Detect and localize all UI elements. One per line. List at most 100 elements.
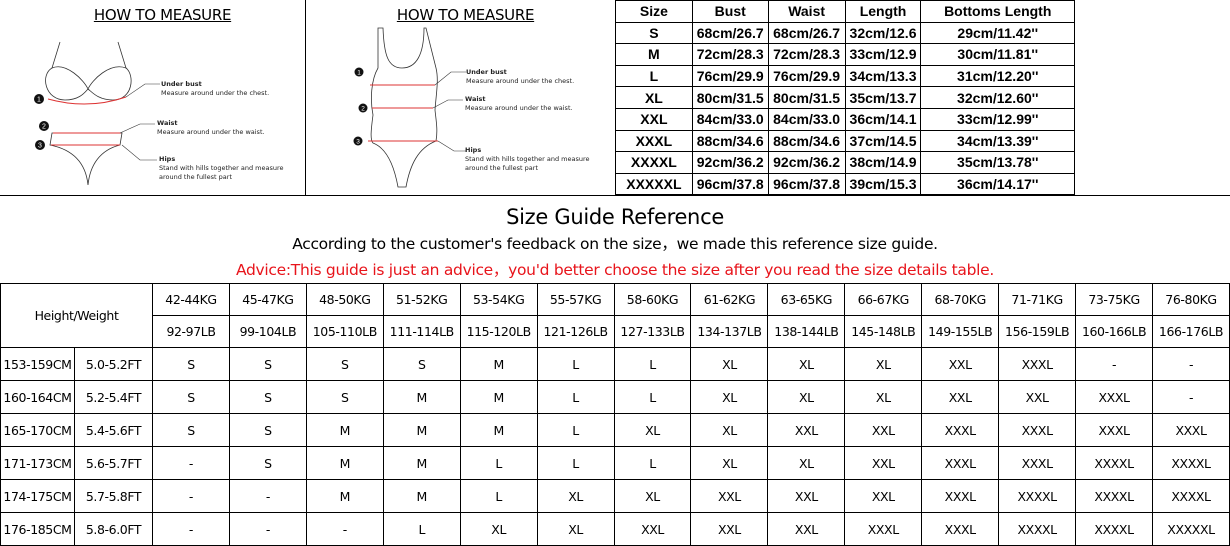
guide-subtitle: According to the customer's feedback on … (292, 235, 938, 253)
size-table-cell: 68cm/26.7 (691, 21, 769, 45)
guide-advice: Advice:This guide is just an advice，you'… (235, 261, 995, 279)
size-recommendation: M (382, 479, 461, 513)
kg-range-header: 71-71KG (998, 283, 1077, 316)
kg-range-header: 45-47KG (228, 283, 307, 316)
size-table-header-cell: Bust (691, 0, 769, 23)
size-recommendation: S (228, 347, 307, 381)
lb-range-header: 156-159LB (998, 315, 1077, 348)
lb-range-header: 138-144LB (767, 315, 846, 348)
size-recommendation: L (459, 479, 538, 513)
marker-2-label: 2 (42, 124, 46, 131)
height-weight-table: Height/Weight 42-44KG 45-47KG 48-50KG 51-52K… (0, 283, 1230, 546)
height-cm: 160-164CM (0, 380, 75, 414)
lb-range-header: 134-137LB (690, 315, 769, 348)
size-recommendation: XXXL (921, 512, 1000, 546)
under-bust-note: Under bust Measure around under the chest… (466, 68, 575, 85)
size-recommendation: L (536, 380, 615, 414)
lb-header-row: 92-97LB 99-104LB 105-110LB 111-114LB 115-120… (1, 315, 1230, 348)
lb-range-header: 121-126LB (536, 315, 615, 348)
size-table-cell: 80cm/31.5 (691, 86, 769, 109)
size-recommendation: S (152, 347, 230, 381)
size-table-cell: M (615, 43, 693, 66)
size-recommendation: XXXXL (998, 512, 1077, 546)
size-table-cell: XXXXL (615, 151, 693, 174)
guide-title: Size Guide Reference (506, 205, 724, 229)
height-row: 171-173CM 5.6-5.7FT - S M M L L L XL XL XXL XXXL XXXL… (0, 446, 1230, 480)
marker-1-label: 1 (357, 70, 361, 77)
kg-range-header: 63-65KG (767, 283, 846, 316)
size-table-cell: XXXL (615, 129, 693, 153)
size-recommendation: XXL (613, 512, 692, 546)
size-table-cell: 92cm/36.2 (767, 151, 846, 174)
size-recommendation: - (152, 446, 230, 480)
height-cm: 171-173CM (0, 446, 75, 480)
size-table-row: XL 80cm/31.5 80cm/31.5 35cm/13.7 32cm/12.60'… (615, 86, 1075, 109)
size-recommendation: XL (767, 347, 846, 381)
size-recommendation: XXXL (1075, 380, 1153, 414)
size-recommendation: L (613, 446, 692, 480)
size-table-cell: 80cm/31.5 (767, 86, 846, 109)
size-recommendation: XXXL (1075, 413, 1153, 447)
size-table-cell: 35cm/13.7 (844, 86, 922, 109)
height-row: 174-175CM 5.7-5.8FT - - M M L XL XL XXL XXL XXL XXXL… (0, 479, 1230, 513)
how-to-measure-bikini: HOW TO MEASURE 1 2 3 Under bust Measure a… (0, 0, 305, 195)
swimsuit-illustration: 1 2 3 (353, 27, 466, 188)
size-table-cell: 76cm/29.9 (691, 64, 769, 88)
height-ft: 5.4-5.6FT (73, 413, 154, 447)
height-cm: 165-170CM (0, 413, 75, 447)
size-table-cell: 32cm/12.60'' (920, 86, 1075, 109)
size-recommendation: XXXXL (998, 479, 1077, 513)
size-table-cell: 96cm/37.8 (691, 172, 769, 196)
marker-1 (34, 94, 44, 104)
size-recommendation: XXL (844, 479, 923, 513)
size-table-row: L 76cm/29.9 76cm/29.9 34cm/13.3 31cm/12.20'' (615, 64, 1075, 88)
size-recommendation: XXXXL (1075, 479, 1153, 513)
size-table-cell: L (615, 64, 693, 88)
measure-title: HOW TO MEASURE (93, 6, 232, 24)
size-recommendation: XXL (998, 380, 1077, 414)
size-recommendation: XXXL (1152, 413, 1230, 447)
height-row: 160-164CM 5.2-5.4FT S S S M M L L XL XL XL XXL XXL XXX… (0, 380, 1230, 414)
size-table-cell: 72cm/28.3 (767, 43, 846, 66)
lb-range-header: 127-133LB (613, 315, 692, 348)
how-to-measure-onepiece: HOW TO MEASURE 1 2 3 Under bust Measure a… (305, 0, 615, 195)
under-bust-note: Under bust Measure around under the chest… (161, 80, 270, 97)
kg-range-header: 73-75KG (1075, 283, 1153, 316)
size-table-cell: 38cm/14.9 (844, 151, 922, 174)
marker-2-label: 2 (361, 106, 365, 113)
size-table-cell: XXXXXL (615, 172, 693, 196)
size-table-cell: 92cm/36.2 (691, 151, 769, 174)
lb-range-header: 111-114LB (382, 315, 461, 348)
size-table: Size Bust Waist Length Bottoms Length S 68cm/… (615, 0, 1075, 196)
size-recommendation: XXXXL (1152, 479, 1230, 513)
size-recommendation: XL (690, 347, 769, 381)
kg-range-header: 55-57KG (536, 283, 615, 316)
size-recommendation: XXL (921, 347, 1000, 381)
size-recommendation: XXL (767, 479, 846, 513)
marker-1-label: 1 (37, 97, 41, 104)
size-table-cell: XXL (615, 107, 693, 131)
size-recommendation: S (228, 380, 307, 414)
hips-note: Hips Stand with hills together and measur… (465, 146, 590, 172)
height-cm: 176-185CM (0, 512, 75, 546)
size-table-cell: S (615, 21, 693, 45)
size-table-row: XXXXXL 96cm/37.8 96cm/37.8 39cm/15.3 36cm/14… (615, 172, 1075, 196)
size-recommendation: XXL (690, 479, 769, 513)
lb-range-header: 149-155LB (921, 315, 1000, 348)
size-table-cell: 88cm/34.6 (767, 129, 846, 153)
size-recommendation: L (536, 446, 615, 480)
size-recommendation: M (459, 380, 538, 414)
size-recommendation: XXXL (921, 446, 1000, 480)
hips-note: Hips Stand with hills together and measur… (159, 155, 284, 181)
size-table-cell: 37cm/14.5 (844, 129, 922, 153)
size-recommendation: XXXXXL (1152, 512, 1230, 546)
size-recommendation: M (459, 413, 538, 447)
size-table-cell: 39cm/15.3 (844, 172, 922, 196)
size-recommendation: XXL (690, 512, 769, 546)
size-table-row: XXXL 88cm/34.6 88cm/34.6 37cm/14.5 34cm/13.3… (615, 129, 1075, 153)
size-recommendation: XXL (767, 413, 846, 447)
size-recommendation: XXXL (998, 347, 1077, 381)
size-recommendation: XXL (921, 380, 1000, 414)
size-recommendation: S (152, 380, 230, 414)
size-recommendation: M (305, 479, 384, 513)
